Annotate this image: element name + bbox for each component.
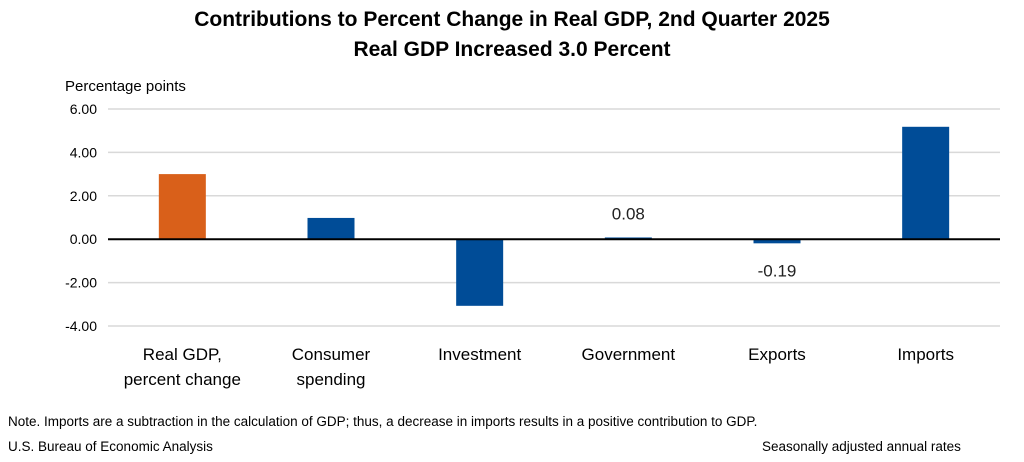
y-tick-label: -2.00 <box>65 275 97 291</box>
x-tick-label: Imports <box>897 345 954 364</box>
y-tick-label: 4.00 <box>70 144 97 160</box>
y-tick-label: 6.00 <box>70 101 97 117</box>
data-label: 0.08 <box>612 204 645 223</box>
source-label: U.S. Bureau of Economic Analysis <box>8 439 213 454</box>
chart-title: Contributions to Percent Change in Real … <box>194 8 830 31</box>
data-label: -0.19 <box>758 261 797 280</box>
x-tick-label: spending <box>296 370 365 389</box>
y-tick-label: -4.00 <box>65 318 97 334</box>
y-tick-label: 0.00 <box>70 231 97 247</box>
x-tick-label: Investment <box>438 345 521 364</box>
x-tick-label: Government <box>582 345 676 364</box>
footnote: Note. Imports are a subtraction in the c… <box>8 414 758 429</box>
bar <box>753 239 801 244</box>
bar <box>307 217 355 240</box>
chart-subtitle: Real GDP Increased 3.0 Percent <box>353 38 671 61</box>
bar <box>902 126 950 240</box>
x-tick-label: percent change <box>124 370 241 389</box>
x-tick-label: Consumer <box>292 345 371 364</box>
x-tick-label: Exports <box>748 345 806 364</box>
rates-label: Seasonally adjusted annual rates <box>762 439 961 454</box>
y-tick-label: 2.00 <box>70 188 97 204</box>
bar <box>158 174 206 240</box>
bar <box>456 239 504 306</box>
y-axis-label: Percentage points <box>65 78 186 95</box>
x-tick-label: Real GDP, <box>143 345 222 364</box>
